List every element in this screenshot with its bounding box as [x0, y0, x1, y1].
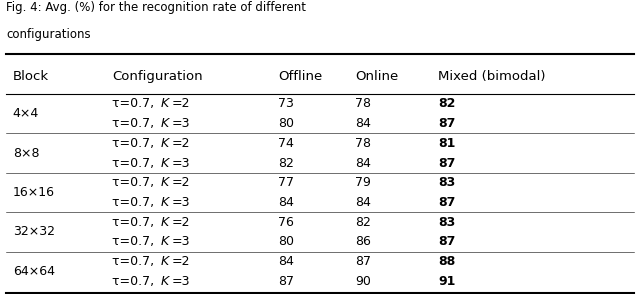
Text: K: K — [161, 137, 169, 150]
Text: 87: 87 — [278, 275, 294, 288]
Text: 32×32: 32×32 — [13, 225, 55, 238]
Text: τ=0.7,: τ=0.7, — [112, 137, 158, 150]
Text: 84: 84 — [355, 117, 371, 130]
Text: Block: Block — [13, 70, 49, 83]
Text: configurations: configurations — [6, 28, 91, 41]
Text: =3: =3 — [172, 275, 190, 288]
Text: K: K — [161, 216, 169, 229]
Text: τ=0.7,: τ=0.7, — [112, 176, 158, 189]
Text: 87: 87 — [438, 235, 456, 248]
Text: K: K — [161, 255, 169, 268]
Text: 82: 82 — [438, 97, 456, 111]
Text: 64×64: 64×64 — [13, 265, 55, 278]
Text: Mixed (bimodal): Mixed (bimodal) — [438, 70, 546, 83]
Text: τ=0.7,: τ=0.7, — [112, 196, 158, 209]
Text: 84: 84 — [355, 156, 371, 170]
Text: τ=0.7,: τ=0.7, — [112, 117, 158, 130]
Text: =2: =2 — [172, 176, 190, 189]
Text: τ=0.7,: τ=0.7, — [112, 156, 158, 170]
Text: =2: =2 — [172, 255, 190, 268]
Text: =3: =3 — [172, 196, 190, 209]
Text: 90: 90 — [355, 275, 371, 288]
Text: 84: 84 — [355, 196, 371, 209]
Text: 82: 82 — [355, 216, 371, 229]
Text: =2: =2 — [172, 137, 190, 150]
Text: 74: 74 — [278, 137, 294, 150]
Text: =2: =2 — [172, 97, 190, 111]
Text: K: K — [161, 196, 169, 209]
Text: τ=0.7,: τ=0.7, — [112, 275, 158, 288]
Text: K: K — [161, 97, 169, 111]
Text: 91: 91 — [438, 275, 456, 288]
Text: =2: =2 — [172, 216, 190, 229]
Text: 79: 79 — [355, 176, 371, 189]
Text: 86: 86 — [355, 235, 371, 248]
Text: 87: 87 — [438, 156, 456, 170]
Text: τ=0.7,: τ=0.7, — [112, 255, 158, 268]
Text: 78: 78 — [355, 97, 371, 111]
Text: =3: =3 — [172, 117, 190, 130]
Text: Online: Online — [355, 70, 399, 83]
Text: 76: 76 — [278, 216, 294, 229]
Text: 80: 80 — [278, 117, 294, 130]
Text: 8×8: 8×8 — [13, 147, 39, 160]
Text: K: K — [161, 235, 169, 248]
Text: 81: 81 — [438, 137, 456, 150]
Text: 83: 83 — [438, 216, 456, 229]
Text: 80: 80 — [278, 235, 294, 248]
Text: τ=0.7,: τ=0.7, — [112, 216, 158, 229]
Text: 87: 87 — [355, 255, 371, 268]
Text: =3: =3 — [172, 235, 190, 248]
Text: =3: =3 — [172, 156, 190, 170]
Text: K: K — [161, 275, 169, 288]
Text: 87: 87 — [438, 117, 456, 130]
Text: 84: 84 — [278, 255, 294, 268]
Text: Fig. 4: Avg. (%) for the recognition rate of different: Fig. 4: Avg. (%) for the recognition rat… — [6, 1, 307, 14]
Text: K: K — [161, 176, 169, 189]
Text: Offline: Offline — [278, 70, 323, 83]
Text: 84: 84 — [278, 196, 294, 209]
Text: 16×16: 16×16 — [13, 186, 55, 199]
Text: 77: 77 — [278, 176, 294, 189]
Text: 83: 83 — [438, 176, 456, 189]
Text: τ=0.7,: τ=0.7, — [112, 235, 158, 248]
Text: 87: 87 — [438, 196, 456, 209]
Text: 82: 82 — [278, 156, 294, 170]
Text: K: K — [161, 156, 169, 170]
Text: 78: 78 — [355, 137, 371, 150]
Text: Configuration: Configuration — [112, 70, 203, 83]
Text: K: K — [161, 117, 169, 130]
Text: 4×4: 4×4 — [13, 107, 39, 120]
Text: 73: 73 — [278, 97, 294, 111]
Text: 88: 88 — [438, 255, 456, 268]
Text: τ=0.7,: τ=0.7, — [112, 97, 158, 111]
